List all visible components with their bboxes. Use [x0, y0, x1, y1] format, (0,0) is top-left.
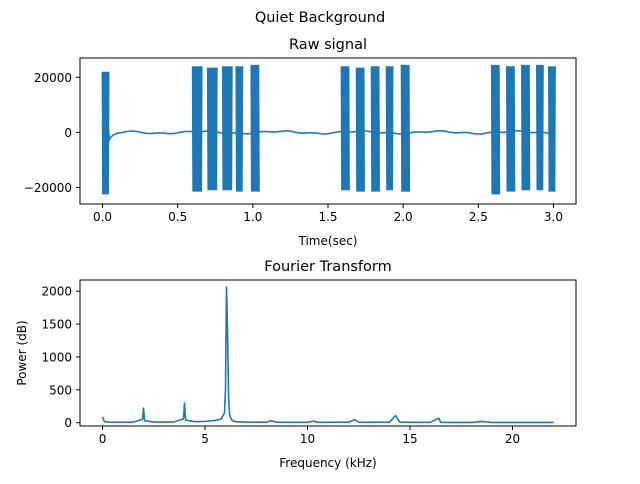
x-tick-label: 20: [505, 432, 520, 446]
x-tick-label: 2.5: [469, 210, 488, 224]
signal-burst-fill: [549, 69, 554, 189]
signal-burst-fill: [387, 69, 392, 188]
raw-signal-axes-frame: [79, 57, 577, 205]
signal-burst-fill: [252, 67, 258, 189]
fourier-plot-area: [101, 286, 554, 424]
fourier-chart: Fourier Transform 0 5 10 15 20 0 500 1000 1500 20…: [15, 259, 577, 470]
signal-burst-fill: [402, 67, 409, 189]
signal-burst-fill: [522, 67, 529, 188]
x-tick-label: 5: [201, 432, 209, 446]
signal-burst: [206, 67, 218, 191]
signal-burst: [191, 66, 203, 192]
signal-burst-fill: [223, 69, 231, 188]
fourier-series-line: [101, 286, 554, 424]
raw-signal-chart: Raw signal 0.0 0.5 1.0 1.5 2.0 2.5 3.0 −20000 0 2…: [24, 37, 577, 248]
figure-title: Quiet Background: [255, 10, 385, 26]
raw-signal-baseline: [102, 129, 554, 142]
y-tick-label: 0: [64, 126, 72, 140]
raw-signal-xlabel: Time(sec): [298, 234, 358, 248]
signal-burst: [235, 66, 244, 192]
y-tick-label: 1500: [41, 318, 72, 332]
x-tick-label: 2.0: [394, 210, 413, 224]
y-tick-label: 20000: [34, 71, 72, 85]
signal-burst-fill: [193, 69, 201, 189]
x-tick-label: 0.0: [93, 210, 112, 224]
signal-burst-fill: [208, 70, 216, 188]
raw-signal-title: Raw signal: [289, 37, 367, 53]
fourier-ticks: 0 5 10 15 20 0 500 1000 1500 2000: [41, 285, 520, 446]
x-tick-label: 10: [300, 432, 315, 446]
x-tick-label: 1.5: [318, 210, 337, 224]
signal-burst-fill: [537, 67, 542, 188]
signal-burst-fill: [103, 74, 108, 192]
x-tick-label: 0.5: [168, 210, 187, 224]
y-tick-label: 2000: [41, 285, 72, 299]
signal-burst-fill: [372, 69, 379, 189]
x-tick-label: 0: [99, 432, 107, 446]
fourier-axes-frame: [79, 279, 577, 427]
signal-burst-fill: [507, 69, 514, 189]
x-tick-label: 15: [402, 432, 417, 446]
signal-burst: [101, 71, 110, 195]
signal-burst: [536, 64, 544, 191]
signal-burst: [548, 66, 556, 192]
fourier-xlabel: Frequency (kHz): [279, 456, 376, 470]
y-tick-label: 1000: [41, 350, 72, 364]
signal-burst: [385, 66, 394, 191]
x-tick-label: 1.0: [243, 210, 262, 224]
y-tick-label: 0: [64, 416, 72, 430]
x-tick-label: 3.0: [544, 210, 563, 224]
signal-burst-fill: [342, 69, 349, 188]
signal-burst: [221, 66, 233, 191]
signal-burst-fill: [492, 67, 499, 192]
signal-burst-fill: [357, 70, 364, 189]
fourier-title: Fourier Transform: [264, 259, 392, 275]
y-tick-label: −20000: [24, 181, 72, 195]
raw-signal-ticks: 0.0 0.5 1.0 1.5 2.0 2.5 3.0 −20000 0 20000: [24, 71, 563, 224]
y-tick-label: 500: [49, 383, 72, 397]
raw-signal-plot-area: [101, 64, 556, 195]
signal-burst-fill: [237, 69, 242, 189]
fourier-ylabel: Power (dB): [15, 320, 29, 385]
